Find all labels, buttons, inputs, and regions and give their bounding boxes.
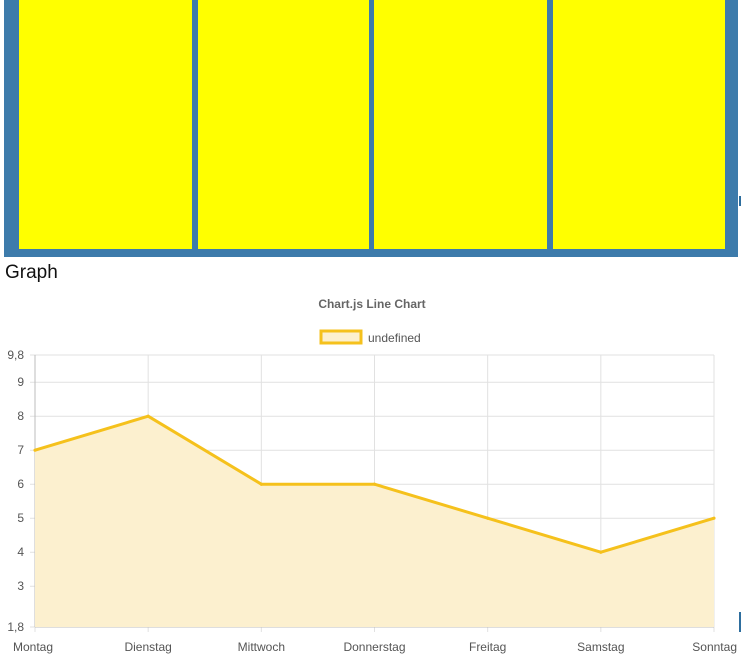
x-tick-label-mittwoch: Mittwoch bbox=[238, 640, 285, 654]
y-tick-label: 5 bbox=[17, 511, 24, 525]
legend-swatch bbox=[319, 329, 363, 345]
chart-series-line bbox=[33, 414, 716, 554]
series-area bbox=[35, 416, 714, 627]
chart-area-fill bbox=[35, 416, 714, 627]
yellow-card-4 bbox=[553, 0, 725, 249]
yellow-card-1 bbox=[19, 0, 192, 249]
series-line-segment bbox=[33, 414, 150, 452]
y-tick-label: 4 bbox=[17, 545, 24, 559]
data-point-samstag bbox=[599, 550, 603, 554]
x-tick-label-donnerstag: Donnerstag bbox=[343, 640, 405, 654]
x-axis-ticks: Montag Dienstag Mittwoch Donnerstag Freitag S… bbox=[13, 640, 737, 654]
y-tick-label: 1,8 bbox=[7, 620, 24, 634]
edge-mark bbox=[739, 612, 741, 632]
data-point-montag bbox=[33, 448, 37, 452]
data-point-mittwoch bbox=[259, 482, 263, 486]
x-tick-label-montag: Montag bbox=[13, 640, 53, 654]
card-panel bbox=[4, 0, 738, 257]
series-line-segment bbox=[486, 516, 603, 554]
series-line-segment bbox=[373, 482, 490, 520]
y-tick-label: 3 bbox=[17, 579, 24, 593]
x-tick-label-sonntag: Sonntag bbox=[692, 640, 737, 654]
x-tick-label-samstag: Samstag bbox=[577, 640, 624, 654]
data-point-donnerstag bbox=[373, 482, 376, 486]
y-tick-label: 6 bbox=[17, 477, 24, 491]
series-line-segment bbox=[146, 414, 263, 486]
chart-title: Chart.js Line Chart bbox=[318, 297, 425, 311]
y-tick-label: 7 bbox=[17, 443, 24, 457]
y-axis-ticks: 9,8 9 8 7 6 5 4 3 1,8 bbox=[7, 348, 24, 634]
chart-legend[interactable]: undefined bbox=[319, 329, 421, 345]
page-right-edge bbox=[738, 0, 742, 655]
y-tick-label: 8 bbox=[17, 409, 24, 423]
line-chart: Chart.js Line Chart undefined 9,8 9 8 7 6 5 4 3… bbox=[7, 297, 737, 654]
data-point-dienstag bbox=[146, 414, 150, 418]
edge-mark bbox=[739, 196, 741, 206]
data-point-freitag bbox=[486, 516, 490, 520]
y-tick-label: 9,8 bbox=[7, 348, 24, 362]
series-line-segment bbox=[599, 516, 716, 554]
x-tick-label-freitag: Freitag bbox=[469, 640, 506, 654]
yellow-card-2 bbox=[198, 0, 369, 249]
legend-label: undefined bbox=[368, 331, 421, 345]
yellow-card-3 bbox=[374, 0, 547, 249]
data-point-sonntag bbox=[712, 516, 716, 520]
x-tick-label-dienstag: Dienstag bbox=[124, 640, 171, 654]
y-tick-label: 9 bbox=[17, 375, 24, 389]
page-title: Graph bbox=[5, 262, 58, 283]
